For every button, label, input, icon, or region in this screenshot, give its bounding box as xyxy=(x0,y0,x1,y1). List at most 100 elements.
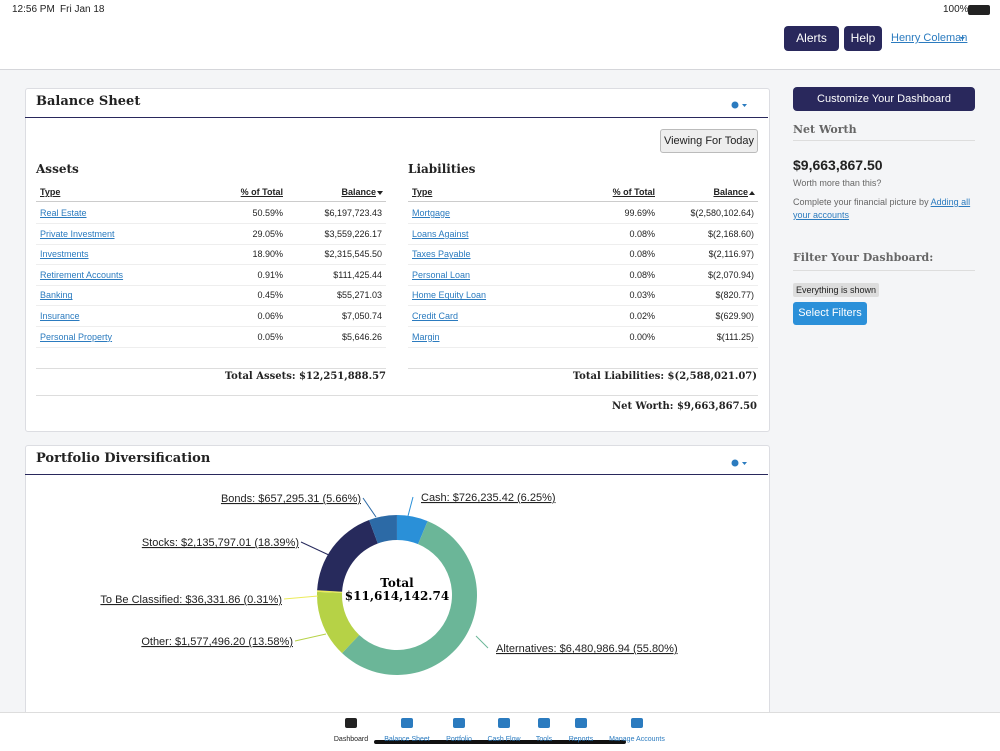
row-type-link[interactable]: Private Investment xyxy=(40,228,115,239)
row-type-link[interactable]: Loans Against xyxy=(412,228,469,239)
segment-label: To Be Classified: $36,331.86 (0.31%) xyxy=(100,594,282,606)
row-balance: $2,315,545.50 xyxy=(324,249,382,260)
row-rule xyxy=(408,243,758,245)
row-type-link[interactable]: Personal Property xyxy=(40,331,113,342)
row-rule xyxy=(408,264,758,266)
tab-icon xyxy=(401,718,413,728)
customize-button[interactable]: Customize Your Dashboard xyxy=(793,87,975,111)
row-rule xyxy=(408,326,758,327)
leader-line xyxy=(283,595,319,600)
total-assets: Total Assets: $12,251,888.57 xyxy=(224,371,386,382)
column-header: % of Total xyxy=(612,187,655,197)
row-rule xyxy=(36,243,386,245)
help-button[interactable]: Help xyxy=(844,26,882,51)
row-percent: 0.00% xyxy=(629,331,655,342)
segment-label: Other: $1,577,496.20 (13.58%) xyxy=(141,636,293,648)
row-balance: $(111.25) xyxy=(716,331,754,342)
row-type-link[interactable]: Real Estate xyxy=(40,208,87,218)
row-rule xyxy=(36,264,386,266)
home-indicator xyxy=(374,740,626,744)
row-percent: 0.08% xyxy=(629,269,655,280)
row-balance: $6,197,723.43 xyxy=(324,208,382,218)
sort-arrow xyxy=(749,191,755,195)
gear-icon xyxy=(731,459,739,467)
status-date: Fri Jan 18 xyxy=(60,4,105,15)
row-percent: 0.45% xyxy=(257,290,283,301)
row-rule xyxy=(408,346,758,348)
row-rule xyxy=(36,346,386,348)
tab-icon xyxy=(498,718,510,728)
row-type-link[interactable]: Insurance xyxy=(40,311,80,321)
balance-sheet-card xyxy=(25,88,770,432)
tab-label: Cash Flow xyxy=(487,736,521,743)
segment-label: Stocks: $2,135,797.01 (18.39%) xyxy=(142,537,299,549)
leader-line xyxy=(294,633,327,642)
row-type-link[interactable]: Personal Loan xyxy=(412,269,471,280)
row-balance: $(2,168.60) xyxy=(707,228,754,239)
segment-label: Alternatives: $6,480,986.94 (55.80%) xyxy=(496,643,678,655)
complete-text: Complete your financial picture by xyxy=(793,197,929,207)
divider xyxy=(408,368,758,369)
row-type-link[interactable]: Credit Card xyxy=(412,311,459,321)
tab-label: Manage Accounts xyxy=(609,736,665,743)
row-balance: $55,271.03 xyxy=(336,290,382,301)
row-balance: $(2,580,102.64) xyxy=(690,208,754,218)
divider xyxy=(793,140,975,141)
alerts-button[interactable]: Alerts xyxy=(784,26,839,51)
tab-label: Balance Sheet xyxy=(384,736,430,743)
caret xyxy=(742,104,747,107)
row-type-link[interactable]: Home Equity Loan xyxy=(412,290,487,301)
row-rule xyxy=(36,305,386,307)
card-rule xyxy=(25,117,768,118)
leader-line xyxy=(362,497,377,518)
net-worth-total: Net Worth: $9,663,867.50 xyxy=(611,401,757,412)
leader-line xyxy=(300,541,332,557)
section-title: Liabilities xyxy=(408,162,476,176)
donut-center-value: $11,614,142.74 xyxy=(345,589,449,603)
row-percent: 50.59% xyxy=(252,208,283,218)
tab-label: Dashboard xyxy=(334,736,368,743)
worth-more: Worth more than this? xyxy=(793,178,882,188)
row-percent: 0.91% xyxy=(257,269,283,280)
row-balance: $(820.77) xyxy=(715,290,754,301)
tab-label: Reports xyxy=(569,736,594,743)
leader-line xyxy=(475,635,489,649)
row-rule xyxy=(36,326,386,327)
row-type-link[interactable]: Margin xyxy=(412,331,440,342)
filter-status: Everything is shown xyxy=(793,283,880,297)
row-type-link[interactable]: Banking xyxy=(40,290,73,301)
row-type-link[interactable]: Mortgage xyxy=(412,208,451,218)
tab-icon xyxy=(631,718,643,728)
filter-title: Filter Your Dashboard: xyxy=(793,251,934,264)
viewing-button[interactable]: Viewing For Today xyxy=(660,129,758,153)
user-menu[interactable]: Henry Coleman xyxy=(891,32,968,44)
row-balance: $7,050.74 xyxy=(341,311,382,321)
row-type-link[interactable]: Taxes Payable xyxy=(412,249,471,260)
segment-label: Bonds: $657,295.31 (5.66%) xyxy=(221,493,361,505)
donut-segment xyxy=(317,591,360,654)
segment-label: Cash: $726,235.42 (6.25%) xyxy=(421,492,556,504)
row-percent: 0.02% xyxy=(629,311,655,321)
row-type-link[interactable]: Investments xyxy=(40,249,89,260)
column-header: Type xyxy=(412,187,433,197)
leader-line xyxy=(407,496,414,517)
row-balance: $3,559,226.17 xyxy=(324,228,382,239)
add-accounts-link[interactable]: Adding all your accounts xyxy=(793,197,971,220)
column-header: Type xyxy=(40,187,61,197)
tab-icon xyxy=(538,718,550,728)
donut-center-label: Total xyxy=(380,576,414,590)
donut-segment xyxy=(397,515,428,545)
row-type-link[interactable]: Retirement Accounts xyxy=(40,269,124,280)
select-filters-button[interactable]: Select Filters xyxy=(793,302,867,325)
row-rule xyxy=(36,284,386,286)
caret xyxy=(742,462,747,465)
row-percent: 0.06% xyxy=(257,311,283,321)
battery-icon xyxy=(968,5,990,15)
tab-icon xyxy=(345,718,357,728)
header-rule xyxy=(408,201,758,202)
card-title: Portfolio Diversification xyxy=(36,451,211,466)
divider xyxy=(36,368,386,369)
row-rule xyxy=(36,223,386,224)
